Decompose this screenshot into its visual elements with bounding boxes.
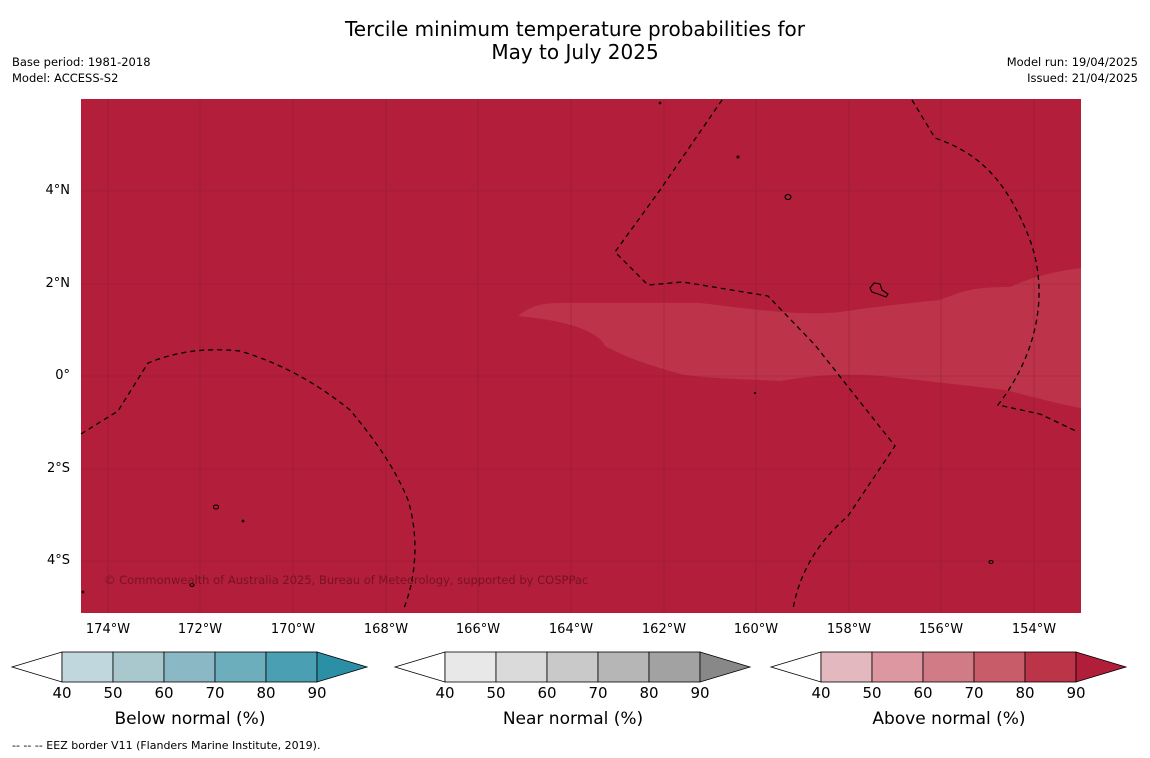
title-line-1: Tercile minimum temperature probabilitie… xyxy=(344,17,806,41)
lon-label-156w: 156°W xyxy=(918,622,964,637)
cb-above-tick-40: 40 xyxy=(811,684,831,702)
lat-label-0: 0° xyxy=(55,368,70,383)
gridlines xyxy=(81,99,1081,613)
cb-below-swatch-40 xyxy=(61,651,114,683)
cb-below-tick-90: 90 xyxy=(307,684,327,702)
colorbars xyxy=(10,651,1128,683)
lat-label-2s: 2°S xyxy=(46,461,70,476)
cb-below-tick-50: 50 xyxy=(103,684,123,702)
model-name-text: Model: ACCESS-S2 xyxy=(12,71,119,85)
cb-near-swatch-70 xyxy=(597,651,650,683)
cb-below-under-triangle xyxy=(10,651,63,683)
cb-near-tick-40: 40 xyxy=(435,684,455,702)
model-run-text: Model run: 19/04/2025 xyxy=(1006,55,1138,69)
lat-label-4s: 4°S xyxy=(46,553,70,568)
metadata-right: Model run: 19/04/2025 Issued: 21/04/2025 xyxy=(1007,54,1138,86)
lon-label-160w: 160°W xyxy=(733,622,779,637)
cb-near-tick-70: 70 xyxy=(588,684,608,702)
issued-date-text: Issued: 21/04/2025 xyxy=(1027,71,1138,85)
cb-near-swatch-50 xyxy=(495,651,548,683)
lon-label-158w: 158°W xyxy=(826,622,872,637)
cb-below-tick-40: 40 xyxy=(52,684,72,702)
lon-label-164w: 164°W xyxy=(548,622,594,637)
cb-above-tick-90: 90 xyxy=(1066,684,1086,702)
cb-below-tick-70: 70 xyxy=(205,684,225,702)
colorbar-swatches xyxy=(10,651,1128,683)
cb-above-over-triangle xyxy=(1075,651,1128,683)
cb-below-swatch-70 xyxy=(214,651,267,683)
cb-above-swatch-60 xyxy=(922,651,975,683)
footnote-eez: -- -- -- EEZ border V11 (Flanders Marine… xyxy=(12,739,321,752)
copyright-text: © Commonwealth of Australia 2025, Bureau… xyxy=(104,573,588,587)
lat-label-4n: 4°N xyxy=(45,183,71,198)
cb-above-swatch-50 xyxy=(871,651,924,683)
cb-above-title: Above normal (%) xyxy=(872,709,1026,729)
islands xyxy=(81,101,994,594)
eez-borders xyxy=(80,99,1079,610)
cb-below-over-triangle xyxy=(316,651,369,683)
cb-below-swatch-80 xyxy=(265,651,318,683)
cb-near-swatch-80 xyxy=(648,651,701,683)
cb-near-tick-90: 90 xyxy=(690,684,710,702)
cb-above-swatch-40 xyxy=(820,651,873,683)
lon-label-154w: 154°W xyxy=(1011,622,1057,637)
cb-below-title: Below normal (%) xyxy=(114,709,266,729)
above-normal-80-band xyxy=(518,268,1081,408)
cb-near-under-triangle xyxy=(393,651,446,683)
title-line-2: May to July 2025 xyxy=(491,40,659,64)
cb-near-title: Near normal (%) xyxy=(502,709,644,729)
cb-near-over-triangle xyxy=(699,651,752,683)
cb-below-swatch-50 xyxy=(112,651,165,683)
cb-above-swatch-80 xyxy=(1024,651,1077,683)
lon-label-170w: 170°W xyxy=(270,622,316,637)
cb-near-tick-60: 60 xyxy=(537,684,557,702)
base-period-text: Base period: 1981-2018 xyxy=(12,55,151,69)
cb-below-tick-80: 80 xyxy=(256,684,276,702)
lon-label-162w: 162°W xyxy=(641,622,687,637)
lon-label-172w: 172°W xyxy=(177,622,223,637)
cb-near-swatch-40 xyxy=(444,651,497,683)
cb-near-tick-50: 50 xyxy=(486,684,506,702)
cb-above-swatch-70 xyxy=(973,651,1026,683)
cb-below-tick-60: 60 xyxy=(154,684,174,702)
cb-above-under-triangle xyxy=(769,651,822,683)
lon-label-174w: 174°W xyxy=(85,622,131,637)
cb-above-tick-70: 70 xyxy=(964,684,984,702)
lon-label-166w: 166°W xyxy=(455,622,501,637)
metadata-left: Base period: 1981-2018 Model: ACCESS-S2 xyxy=(12,54,151,86)
cb-below-swatch-60 xyxy=(163,651,216,683)
cb-near-swatch-60 xyxy=(546,651,599,683)
cb-above-tick-50: 50 xyxy=(862,684,882,702)
cb-above-tick-80: 80 xyxy=(1015,684,1035,702)
lat-label-2n: 2°N xyxy=(45,276,71,291)
chart-title: Tercile minimum temperature probabilitie… xyxy=(0,18,1150,64)
cb-near-tick-80: 80 xyxy=(639,684,659,702)
cb-above-tick-60: 60 xyxy=(913,684,933,702)
lon-label-168w: 168°W xyxy=(363,622,409,637)
